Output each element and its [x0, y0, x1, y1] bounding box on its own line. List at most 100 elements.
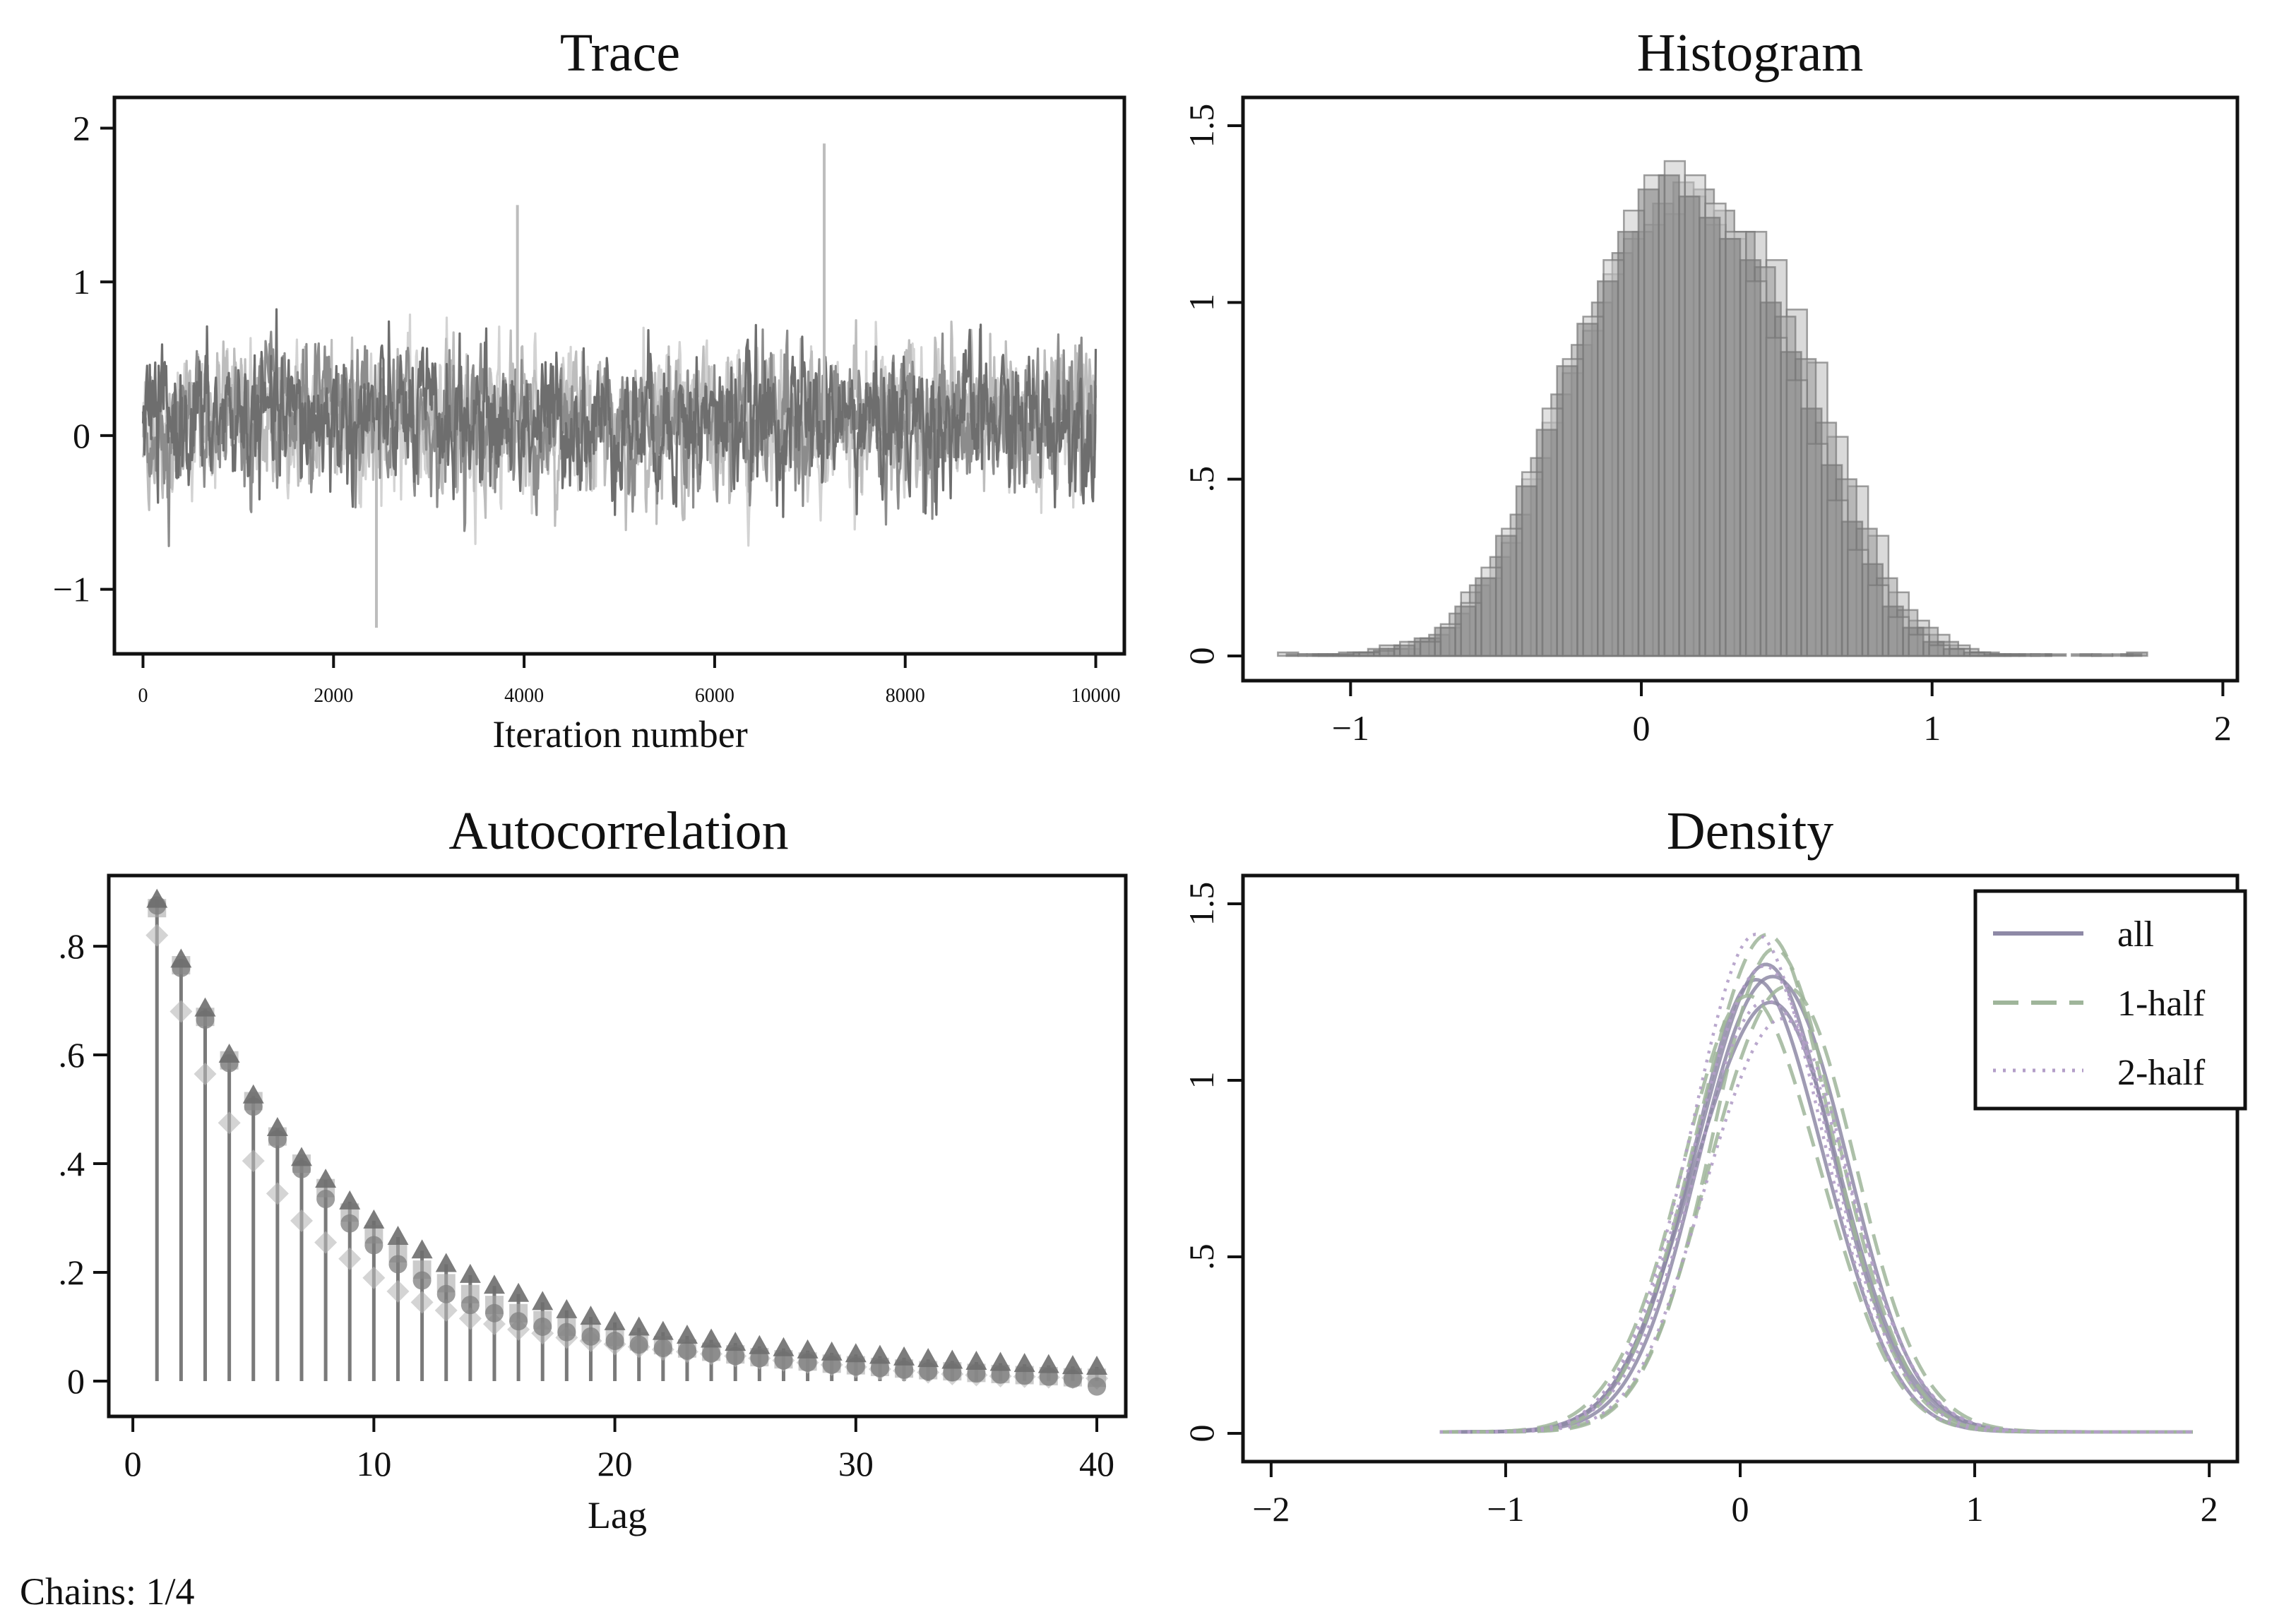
- ac-point-triangle: [941, 1349, 963, 1369]
- hist-y-tick-label: 1.5: [1182, 104, 1221, 148]
- hist-bar: [2045, 653, 2067, 657]
- autocorrelation-title: Autocorrelation: [448, 801, 788, 861]
- ac-point-triangle: [1037, 1354, 1059, 1373]
- hist-bar: [1718, 237, 1742, 657]
- ac-y-tick-label: .4: [59, 1144, 85, 1183]
- ac-point-triangle: [797, 1339, 819, 1359]
- ac-point-triangle: [556, 1298, 578, 1318]
- ac-point-circle: [484, 1303, 504, 1323]
- ac-point-circle: [702, 1344, 721, 1363]
- ac-y-tick-label: .8: [59, 926, 85, 966]
- ac-point-triangle: [869, 1344, 891, 1364]
- hist-bar: [1617, 230, 1640, 657]
- hist-bar: [1373, 650, 1396, 657]
- den-x-tick-label: 2: [2201, 1489, 2218, 1529]
- ac-point-circle: [460, 1296, 480, 1315]
- ac-point-triangle: [363, 1209, 385, 1229]
- ac-point-triangle: [387, 1225, 409, 1245]
- hist-bar: [1739, 259, 1762, 657]
- den-x-tick-label: −2: [1252, 1489, 1290, 1529]
- hist-bar: [1332, 653, 1355, 657]
- den-y-tick-label: 0: [1182, 1425, 1221, 1443]
- den-y-tick-label: 1.5: [1182, 882, 1221, 926]
- ac-point-diamond: [242, 1150, 265, 1173]
- trace-x-tick-label: 2000: [314, 685, 353, 707]
- hist-bar: [1678, 195, 1701, 657]
- ac-point-circle: [605, 1331, 624, 1350]
- ac-point-diamond: [194, 1062, 217, 1085]
- hist-bar: [1942, 647, 1965, 657]
- trace-y-tick-label: 1: [73, 262, 90, 301]
- hist-bar: [2090, 653, 2114, 657]
- ac-point-triangle: [628, 1316, 650, 1336]
- hist-bar: [1983, 653, 2006, 657]
- legend-label-1-half: 1-half: [2117, 984, 2206, 1024]
- ac-point-triangle: [749, 1335, 771, 1354]
- ac-point-circle: [1088, 1377, 1107, 1396]
- den-x-tick-label: 1: [1966, 1489, 1984, 1529]
- hist-bar: [1576, 323, 1599, 657]
- hist-bar: [1393, 644, 1416, 657]
- hist-y-tick-label: .5: [1182, 466, 1221, 493]
- trace-y-tick-label: −1: [53, 570, 90, 609]
- ac-point-diamond: [410, 1291, 434, 1314]
- ac-point-triangle: [652, 1320, 674, 1340]
- ac-point-circle: [509, 1312, 528, 1331]
- trace-x-tick-label: 0: [138, 685, 148, 707]
- hist-bar: [1494, 535, 1518, 657]
- ac-point-circle: [436, 1284, 456, 1303]
- ac-point-triangle: [1061, 1355, 1083, 1375]
- hist-bar: [2126, 651, 2148, 657]
- ac-point-triangle: [821, 1341, 843, 1361]
- ac-point-circle: [629, 1335, 648, 1354]
- hist-bar: [1597, 280, 1619, 657]
- ac-point-circle: [1063, 1369, 1082, 1388]
- hist-x-tick-label: 1: [1923, 708, 1941, 748]
- density-title: Density: [1667, 801, 1833, 861]
- density-curve-2-half: [1439, 964, 2193, 1434]
- trace-y-tick-label: 2: [73, 109, 90, 148]
- hist-bar: [1800, 407, 1823, 657]
- ac-point-triangle: [242, 1084, 264, 1104]
- ac-point-circle: [316, 1190, 335, 1209]
- ac-point-triangle: [483, 1274, 505, 1294]
- hist-bar: [1556, 365, 1578, 657]
- ac-y-tick-label: .6: [59, 1035, 85, 1075]
- trace-axes: 0 2000 4000 6000 8000 10000 −1 0 1 2: [53, 109, 1121, 707]
- histogram-plot-area: [1241, 95, 2240, 683]
- autocorrelation-axes: 0 10 20 30 40 0 .2 .4 .6 .8: [59, 926, 1115, 1483]
- hist-bar: [1759, 301, 1782, 657]
- trace-chain-line: [141, 308, 1098, 518]
- ac-point-diamond: [218, 1111, 241, 1135]
- ac-point-triangle: [580, 1306, 602, 1325]
- ac-point-circle: [412, 1271, 432, 1290]
- hist-x-tick-label: 0: [1633, 708, 1650, 748]
- histogram-bars: [1277, 160, 2148, 657]
- ac-point-diamond: [290, 1209, 313, 1232]
- autocorrelation-panel: Autocorrelation 0 10 20 30 40 0 .2 .4 .6 .8 Lag: [59, 801, 1128, 1536]
- hist-bar: [1535, 429, 1558, 657]
- ac-point-triangle: [676, 1325, 698, 1344]
- ac-point-circle: [726, 1347, 745, 1366]
- ac-point-diamond: [338, 1247, 362, 1270]
- ac-point-circle: [364, 1236, 383, 1255]
- chains-footer: Chains: 1/4: [20, 1570, 195, 1613]
- hist-y-tick-label: 0: [1182, 647, 1221, 664]
- ac-point-triangle: [508, 1282, 530, 1302]
- ac-point-diamond: [145, 924, 169, 947]
- ac-point-circle: [677, 1341, 696, 1360]
- den-x-tick-label: −1: [1487, 1489, 1524, 1529]
- ac-point-triangle: [845, 1343, 867, 1363]
- ac-point-diamond: [386, 1279, 410, 1303]
- ac-x-tick-label: 20: [597, 1444, 633, 1483]
- ac-point-diamond: [458, 1307, 482, 1330]
- hist-bar: [1821, 464, 1843, 657]
- hist-bar: [1434, 626, 1456, 657]
- ac-point-triangle: [1086, 1355, 1108, 1375]
- trace-panel: Trace 0 2000 4000 6000 8000 10000 −1 0 1 2 Iterat…: [53, 23, 1126, 756]
- ac-point-triangle: [218, 1044, 240, 1063]
- trace-y-tick-label: 0: [73, 416, 90, 455]
- ac-point-diamond: [362, 1266, 386, 1289]
- trace-plot-area: [112, 95, 1126, 656]
- hist-bar: [1922, 640, 1945, 657]
